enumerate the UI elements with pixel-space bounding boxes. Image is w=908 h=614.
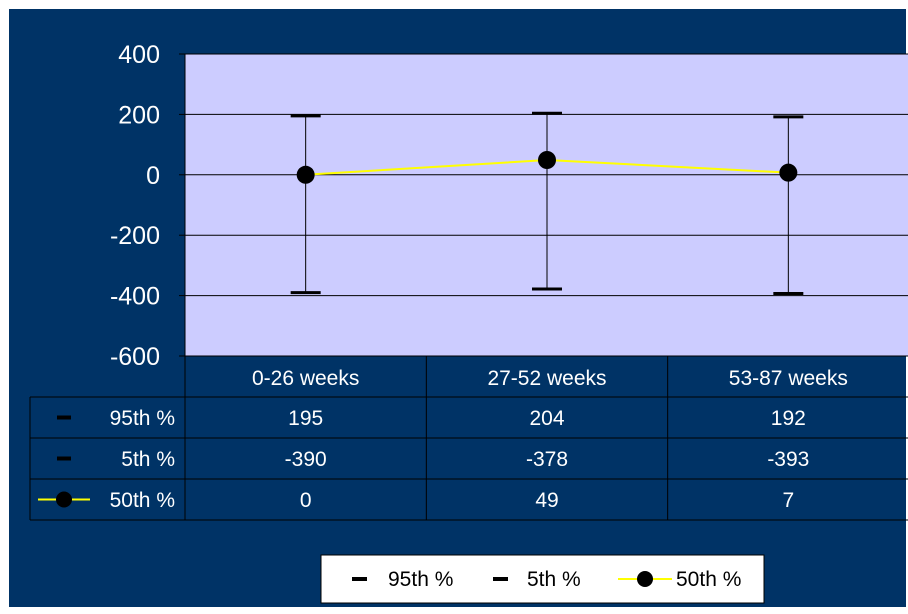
legend: 95th % 5th % 50th % bbox=[320, 554, 765, 604]
table-cell: -378 bbox=[526, 448, 568, 471]
category-label: 53-87 weeks bbox=[729, 367, 848, 390]
series-50th-group bbox=[296, 151, 798, 184]
point-50th bbox=[779, 163, 798, 182]
error-bars bbox=[290, 111, 804, 295]
y-tick-label: 400 bbox=[118, 41, 160, 69]
table-cell: 7 bbox=[782, 489, 794, 512]
row-label: 50th % bbox=[110, 489, 175, 512]
table-cell: 49 bbox=[535, 489, 558, 512]
legend-label: 50th % bbox=[676, 568, 741, 591]
category-label: 0-26 weeks bbox=[252, 367, 359, 390]
y-tick-label: -600 bbox=[110, 343, 160, 371]
point-50th bbox=[538, 151, 556, 170]
legend-label: 5th % bbox=[527, 568, 581, 591]
y-tick-label: 0 bbox=[146, 162, 160, 190]
row-key-marker bbox=[56, 491, 72, 508]
table-cell: -390 bbox=[285, 448, 327, 471]
legend-box bbox=[320, 554, 765, 604]
row-label: 5th % bbox=[121, 448, 175, 471]
y-tick-label: -400 bbox=[110, 283, 160, 311]
data-table: 0-26 weeks 27-52 weeks 53-87 weeks 95th % 19… bbox=[29, 355, 908, 521]
table-cell: 195 bbox=[288, 407, 323, 430]
y-axis: 400 200 0 -200 -400 -600 bbox=[110, 41, 185, 371]
point-50th bbox=[296, 165, 315, 184]
y-tick-label: 200 bbox=[118, 101, 160, 129]
row-label: 95th % bbox=[110, 407, 175, 430]
legend-label: 95th % bbox=[388, 568, 453, 591]
table-cell: 204 bbox=[529, 407, 564, 430]
table-cell: 0 bbox=[300, 489, 312, 512]
legend-key-50th-marker bbox=[637, 571, 653, 587]
table-cell: 192 bbox=[771, 407, 806, 430]
category-label: 27-52 weeks bbox=[487, 367, 606, 390]
y-tick-label: -200 bbox=[110, 222, 160, 250]
table-cell: -393 bbox=[767, 448, 809, 471]
